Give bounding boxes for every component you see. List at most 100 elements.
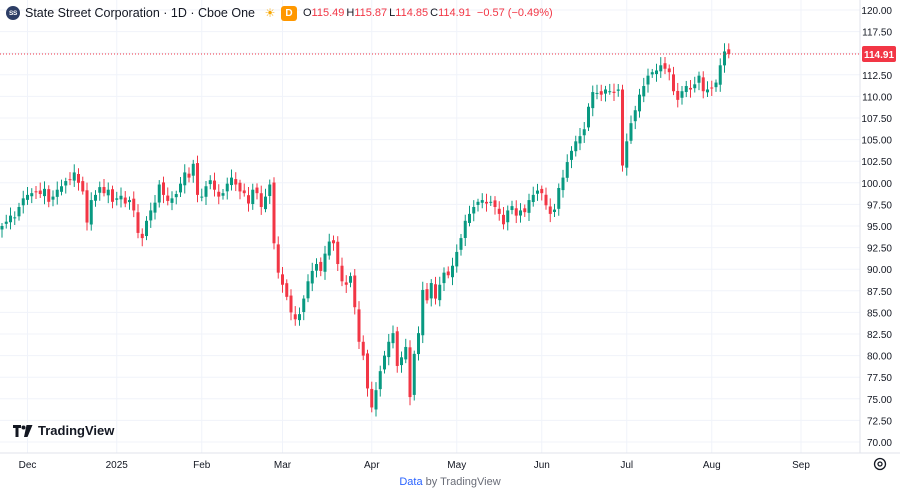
candle-body — [208, 180, 212, 185]
candle-body — [89, 200, 93, 225]
candle-body — [463, 220, 467, 238]
candle-body — [574, 141, 578, 152]
candle-body — [72, 172, 76, 181]
y-tick-label: 90.00 — [867, 265, 892, 276]
candle-body — [718, 65, 722, 85]
candle-body — [616, 89, 620, 91]
candle-body — [548, 206, 552, 214]
candle-body — [357, 309, 361, 342]
candle-body — [111, 189, 114, 202]
candle-body — [434, 284, 437, 299]
candle-body — [336, 241, 340, 265]
candle-body — [361, 341, 365, 356]
x-tick-label: Feb — [193, 460, 211, 470]
candle-body — [455, 251, 459, 267]
tradingview-watermark[interactable]: TradingView — [13, 423, 115, 438]
x-tick-label: May — [447, 460, 466, 470]
candle-body — [13, 217, 17, 219]
candle-body — [429, 283, 433, 299]
candle-body — [183, 172, 187, 186]
data-link[interactable]: Data — [399, 476, 423, 488]
low-label: L — [389, 7, 396, 19]
y-tick-label: 107.50 — [861, 114, 892, 125]
y-tick-label: 105.00 — [861, 136, 892, 147]
candle-body — [315, 264, 318, 271]
candle-body — [472, 206, 476, 214]
candle-body — [98, 187, 102, 193]
y-tick-label: 100.00 — [861, 179, 892, 190]
candle-body — [527, 200, 531, 213]
candle-body — [140, 233, 144, 239]
candle-body — [217, 191, 221, 197]
candle-body — [327, 241, 331, 256]
candle-body — [531, 194, 535, 203]
candle-body — [446, 271, 450, 276]
candle-body — [119, 195, 123, 200]
candle-body — [680, 91, 684, 98]
candle-body — [68, 179, 72, 181]
candle-body — [77, 174, 80, 183]
high-label: H — [346, 7, 355, 19]
candle-body — [162, 182, 165, 195]
candle-body — [489, 201, 493, 203]
candle-body — [523, 208, 527, 213]
candle-body — [38, 190, 42, 195]
candle-body — [565, 162, 569, 178]
candle-body — [47, 189, 51, 202]
candle-body — [43, 188, 46, 197]
settings-gear-icon[interactable] — [872, 456, 888, 472]
y-tick-label: 110.00 — [862, 92, 892, 103]
candle-body — [604, 89, 607, 94]
symbol-title[interactable]: State Street Corporation · 1D · Cboe One — [25, 6, 255, 20]
price-chart[interactable]: 70.00 72.50 75.00 77.50 80.00 82.50 85.00 87.50… — [0, 0, 900, 470]
candle-body — [417, 333, 420, 355]
candle-body — [510, 206, 514, 211]
candle-body — [633, 110, 637, 122]
candle-body — [383, 355, 386, 370]
candle-body — [298, 314, 301, 321]
candle-body — [370, 388, 374, 408]
open-label: O — [302, 7, 312, 19]
candle-body — [60, 186, 63, 192]
chart-area[interactable]: 70.00 72.50 75.00 77.50 80.00 82.50 85.00 87.50… — [0, 0, 900, 470]
y-tick-label: 80.00 — [867, 352, 892, 363]
candle-body — [264, 196, 267, 210]
candle-body — [187, 173, 191, 178]
candle-body — [94, 194, 97, 201]
candle-body — [310, 270, 314, 284]
candle-body — [451, 265, 454, 278]
y-tick-label: 85.00 — [867, 308, 892, 319]
x-tick-label: 2025 — [106, 460, 129, 470]
candle-body — [536, 190, 539, 194]
candle-body — [706, 89, 709, 93]
candle-body — [276, 244, 280, 273]
y-tick-label: 112.50 — [862, 71, 892, 82]
candle-body — [4, 221, 8, 224]
candle-body — [179, 183, 182, 193]
candle-body — [153, 202, 157, 213]
interval-badge[interactable]: D — [280, 5, 297, 21]
candle-body — [557, 187, 561, 209]
candle-body — [196, 163, 199, 195]
legend-header: SS State Street Corporation · 1D · Cboe … — [6, 4, 555, 22]
candle-body — [485, 201, 488, 204]
candle-body — [213, 180, 216, 190]
candle-body — [587, 106, 590, 128]
candle-body — [102, 187, 106, 194]
candle-body — [366, 353, 369, 389]
candle-body — [514, 208, 518, 216]
candle-body — [655, 70, 658, 75]
footer-attribution: Data by TradingView — [0, 476, 900, 488]
candle-body — [51, 196, 55, 200]
candle-body — [247, 195, 250, 204]
candle-body — [272, 182, 276, 244]
y-tick-label: 70.00 — [867, 438, 892, 449]
candle-body — [553, 209, 556, 212]
market-hours-icon[interactable]: ☀ — [264, 6, 276, 20]
candle-body — [697, 75, 701, 83]
low-value: 114.85 — [395, 7, 429, 19]
candle-body — [591, 92, 595, 109]
candle-body — [727, 49, 731, 54]
candle-body — [319, 261, 323, 271]
symbol-logo[interactable]: SS — [6, 6, 20, 20]
